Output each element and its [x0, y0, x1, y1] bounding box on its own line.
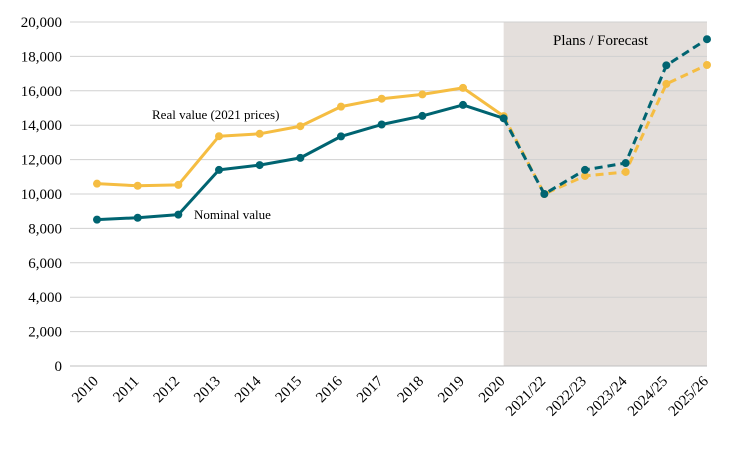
y-tick-label: 18,000 — [21, 49, 62, 65]
x-axis-ticks: 2010 2011 2012 2013 2014 2015 2016 2017 2018 2019… — [69, 373, 712, 419]
x-tick-label: 2014 — [232, 373, 265, 406]
y-tick-label: 2,000 — [28, 325, 62, 341]
x-tick-label: 2020 — [476, 374, 509, 407]
series-line-forecast — [502, 63, 708, 196]
y-tick-label: 20,000 — [21, 15, 62, 31]
data-point — [93, 179, 101, 188]
data-point — [581, 171, 589, 180]
series-label-real: Real value (2021 prices) — [152, 107, 279, 122]
data-point — [703, 61, 711, 69]
series-group — [93, 35, 711, 224]
series-real — [93, 61, 711, 198]
data-point — [499, 114, 508, 123]
data-point — [215, 165, 223, 174]
data-point — [459, 100, 467, 109]
y-tick-label: 16,000 — [21, 84, 62, 100]
data-point — [337, 132, 345, 141]
x-tick-label: 2021/22 — [503, 374, 549, 420]
y-tick-label: 14,000 — [21, 118, 62, 134]
x-tick-label: 2023/24 — [584, 373, 630, 419]
x-tick-label: 2016 — [313, 373, 346, 406]
x-tick-label: 2017 — [354, 373, 387, 406]
data-point — [377, 94, 386, 103]
data-point — [377, 120, 386, 129]
data-point — [418, 90, 427, 99]
data-point — [255, 129, 264, 138]
x-tick-label: 2010 — [69, 374, 102, 407]
data-point — [703, 35, 711, 44]
series-label-nominal: Nominal value — [194, 207, 271, 222]
x-tick-label: 2018 — [395, 374, 428, 407]
series-line-actual — [96, 103, 505, 222]
y-tick-label: 12,000 — [21, 153, 62, 169]
data-point — [540, 190, 549, 198]
y-tick-label: 6,000 — [28, 256, 62, 272]
data-point — [133, 213, 142, 222]
data-point — [418, 111, 427, 120]
series-line-forecast — [502, 37, 708, 197]
data-point — [662, 79, 671, 88]
y-tick-label: 4,000 — [28, 290, 62, 306]
series-nominal — [93, 35, 711, 224]
data-point — [296, 153, 305, 162]
x-tick-label: 2011 — [110, 374, 142, 406]
data-point — [581, 165, 589, 174]
data-point — [459, 83, 467, 92]
x-tick-label: 2019 — [435, 374, 468, 407]
x-tick-label: 2022/23 — [544, 374, 590, 420]
data-point — [133, 181, 142, 190]
y-tick-label: 8,000 — [28, 221, 62, 237]
forecast-label: Plans / Forecast — [553, 33, 649, 49]
data-point — [337, 102, 345, 111]
data-point — [93, 215, 101, 224]
y-tick-label: 0 — [55, 359, 63, 375]
data-point — [174, 180, 183, 189]
x-tick-label: 2013 — [191, 374, 224, 407]
data-point — [662, 61, 671, 70]
y-axis-ticks: 0 2,000 4,000 6,000 8,000 10,000 12,000 14,000 1… — [21, 15, 62, 375]
data-point — [255, 161, 264, 170]
x-tick-label: 2015 — [273, 374, 306, 407]
x-tick-label: 2012 — [151, 374, 184, 407]
x-tick-label: 2025/26 — [666, 373, 712, 419]
data-point — [621, 167, 630, 176]
data-point — [621, 159, 630, 168]
y-tick-label: 10,000 — [21, 187, 62, 203]
gridlines — [70, 21, 707, 333]
data-point — [174, 210, 183, 219]
x-tick-label: 2024/25 — [625, 374, 671, 420]
data-point — [215, 132, 223, 141]
data-point — [296, 122, 305, 131]
series-line-actual — [96, 86, 505, 188]
